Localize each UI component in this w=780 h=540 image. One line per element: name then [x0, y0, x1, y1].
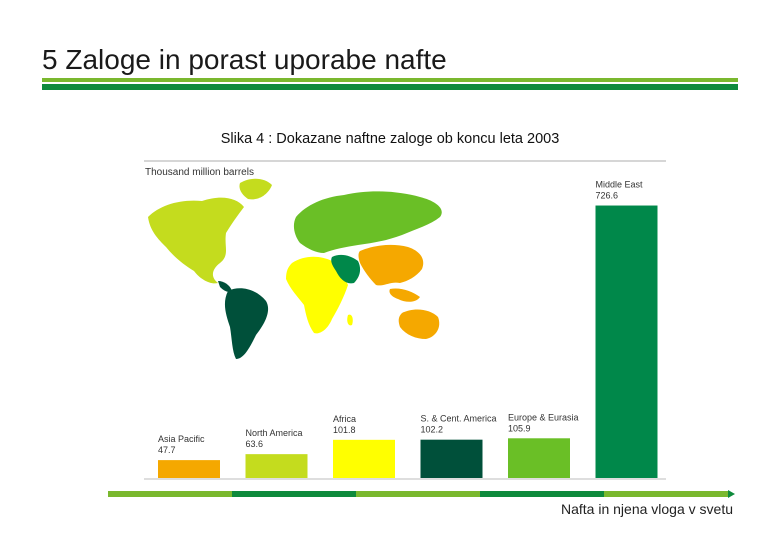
- bar-north-america: [245, 454, 308, 478]
- footer-rule: [108, 490, 735, 498]
- bar-europe-eurasia: [508, 438, 570, 478]
- value-label: 47.7: [158, 445, 176, 455]
- map-north-america: [148, 197, 244, 284]
- value-label: 63.6: [246, 439, 264, 449]
- title-underline-light: [42, 78, 738, 82]
- footer-rule-seg-2: [232, 491, 356, 497]
- footer-arrow-icon: [728, 490, 735, 498]
- figure-caption: Slika 4 : Dokazane naftne zaloge ob konc…: [220, 131, 560, 147]
- world-map: [148, 178, 442, 359]
- bar-s-cent-america: [420, 439, 483, 478]
- value-label: 101.8: [333, 425, 356, 435]
- bar-asia-pacific: [158, 460, 220, 478]
- map-australia: [398, 309, 440, 339]
- category-label: S. & Cent. America: [421, 414, 497, 424]
- category-label: Asia Pacific: [158, 434, 205, 444]
- footer-rule-seg-5: [604, 491, 728, 497]
- footer-rule-seg-4: [480, 491, 604, 497]
- map-central-america: [218, 281, 232, 292]
- category-label: Middle East: [596, 180, 644, 190]
- category-label: Africa: [333, 414, 356, 424]
- title-underline-dark: [42, 84, 738, 90]
- title-underline: [42, 78, 738, 90]
- value-label: 102.2: [421, 425, 444, 435]
- map-europe-eurasia: [293, 191, 442, 253]
- reserves-chart: Thousand million barrels Asia Pacific47.…: [144, 160, 666, 480]
- bar-middle-east: [595, 205, 658, 478]
- map-africa: [286, 256, 348, 334]
- value-label: 726.6: [596, 191, 619, 201]
- category-label: North America: [246, 428, 303, 438]
- map-south-america: [224, 288, 269, 359]
- unit-label: Thousand million barrels: [145, 167, 254, 178]
- map-southeast-asia: [389, 288, 420, 302]
- footer-rule-seg-3: [356, 491, 480, 497]
- footer-rule-seg-1: [108, 491, 232, 497]
- map-middle-east: [331, 254, 361, 284]
- map-madagascar: [347, 314, 353, 326]
- value-label: 105.9: [508, 423, 531, 433]
- bar-africa: [333, 439, 395, 478]
- category-label: Europe & Eurasia: [508, 412, 579, 422]
- map-greenland: [239, 178, 272, 200]
- footer-text: Nafta in njena vloga v svetu: [561, 501, 733, 517]
- slide-title: 5 Zaloge in porast uporabe nafte: [42, 44, 447, 75]
- map-asia-pacific: [358, 244, 424, 286]
